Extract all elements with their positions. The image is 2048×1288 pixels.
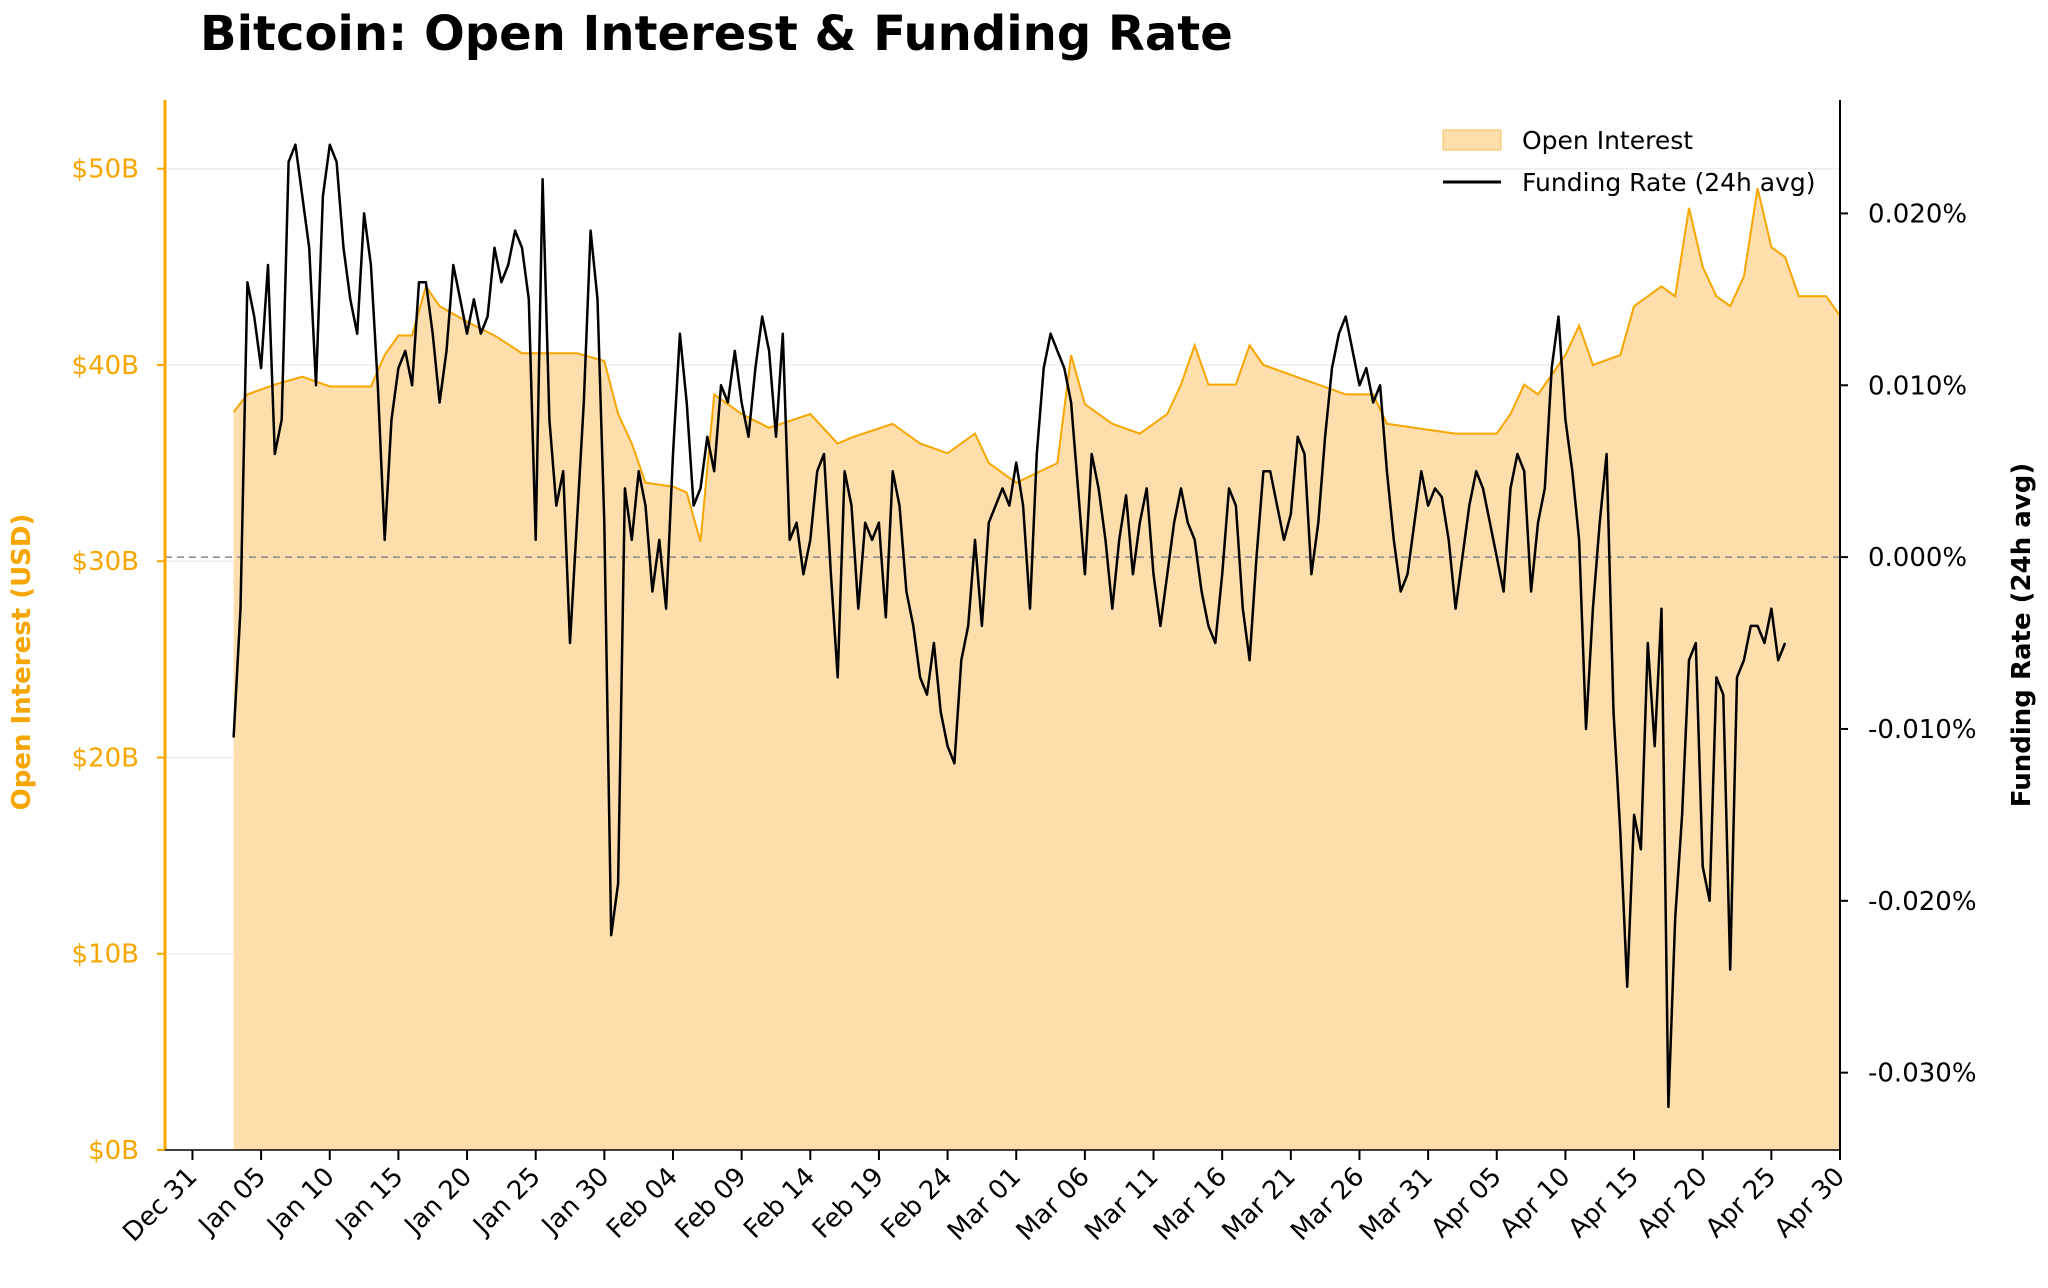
x-tick-label-7: Feb 04 (601, 1162, 684, 1245)
x-tick-label-4: Jan 20 (398, 1162, 478, 1242)
x-tick-label-15: Mar 16 (1148, 1162, 1233, 1247)
x-tick-label-13: Mar 06 (1011, 1162, 1096, 1247)
x-tick-label-23: Apr 25 (1700, 1162, 1782, 1244)
right-tick-label-5: 0.020% (1868, 199, 1967, 229)
axes (163, 100, 1841, 1151)
x-tick-label-24: Apr 30 (1769, 1162, 1851, 1244)
legend-swatch-open-interest (1442, 129, 1502, 151)
x-tick-label-11: Feb 24 (876, 1162, 959, 1245)
left-axis-label: Open Interest (USD) (7, 514, 37, 811)
right-tick-label-2: -0.010% (1868, 715, 1977, 745)
left-tick-label-3: $30B (72, 547, 139, 577)
right-tick-label-3: 0.000% (1868, 543, 1967, 573)
right-tick-label-4: 0.010% (1868, 371, 1967, 401)
legend-label-open-interest: Open Interest (1522, 126, 1693, 155)
right-axis-ticks: -0.030% -0.020% -0.010% 0.000% 0.010% 0.020% (1840, 199, 1977, 1089)
x-tick-label-22: Apr 20 (1631, 1162, 1713, 1244)
right-tick-label-1: -0.020% (1868, 887, 1977, 917)
x-tick-label-12: Mar 01 (942, 1162, 1027, 1247)
left-axis-ticks: $0B $10B $20B $30B $40B $50B (72, 155, 165, 1166)
x-tick-label-3: Jan 15 (329, 1162, 409, 1242)
x-tick-label-10: Feb 19 (807, 1162, 890, 1245)
left-tick-label-1: $10B (72, 940, 139, 970)
open-interest-line (232, 188, 1841, 542)
x-tick-label-1: Jan 05 (192, 1162, 272, 1242)
right-axis-label: Funding Rate (24h avg) (2007, 463, 2037, 807)
open-interest-series (232, 188, 1841, 1151)
x-tick-label-5: Jan 25 (466, 1162, 546, 1242)
x-tick-label-6: Jan 30 (535, 1162, 615, 1242)
legend-label-funding-rate: Funding Rate (24h avg) (1522, 168, 1816, 197)
x-tick-label-21: Apr 15 (1563, 1162, 1645, 1244)
x-tick-label-19: Apr 05 (1425, 1162, 1507, 1244)
x-tick-label-18: Mar 31 (1354, 1162, 1439, 1247)
x-tick-label-0: Dec 31 (117, 1162, 203, 1248)
x-tick-label-8: Feb 09 (670, 1162, 753, 1245)
x-tick-label-17: Mar 26 (1285, 1162, 1370, 1247)
x-tick-label-20: Apr 10 (1494, 1162, 1576, 1244)
chart-title: Bitcoin: Open Interest & Funding Rate (200, 6, 1233, 62)
x-tick-label-9: Feb 14 (738, 1162, 821, 1245)
legend: Open Interest Funding Rate (24h avg) (1442, 126, 1816, 197)
x-tick-label-2: Jan 10 (260, 1162, 340, 1242)
right-tick-label-0: -0.030% (1868, 1059, 1977, 1089)
left-tick-label-0: $0B (88, 1136, 139, 1166)
x-tick-label-14: Mar 11 (1079, 1162, 1164, 1247)
funding-rate-series (232, 143, 1787, 1109)
left-tick-label-2: $20B (72, 743, 139, 773)
x-tick-label-16: Mar 21 (1217, 1162, 1302, 1247)
funding-rate-line (232, 143, 1787, 1109)
left-tick-label-5: $50B (72, 155, 139, 185)
left-tick-label-4: $40B (72, 351, 139, 381)
open-interest-area (233, 188, 1841, 1151)
